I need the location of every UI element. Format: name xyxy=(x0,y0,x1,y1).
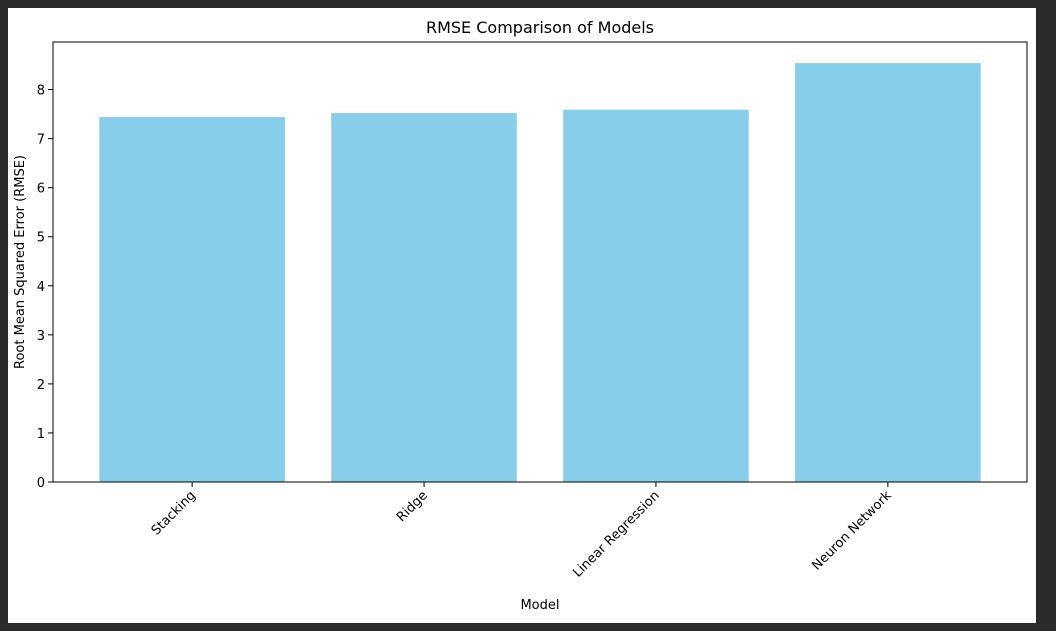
bar-neuron-network xyxy=(795,63,981,482)
y-axis-label: Root Mean Squared Error (RMSE) xyxy=(13,155,28,369)
y-tick-label: 8 xyxy=(37,84,45,99)
plot-area-frame xyxy=(52,41,1028,483)
bar-ridge xyxy=(331,113,517,482)
y-tick-label: 5 xyxy=(37,231,45,246)
y-tick-label: 3 xyxy=(37,329,45,344)
y-ticks-group: 0 1 2 3 4 5 6 7 8 xyxy=(37,84,53,491)
x-ticks-group: Stacking Ridge Linear Regression Neuron Net… xyxy=(149,482,895,581)
bar-linear-regression xyxy=(563,109,749,482)
x-tick-label: Neuron Network xyxy=(809,488,895,574)
x-tick-label: Ridge xyxy=(394,488,431,525)
figure-canvas: RMSE Comparison of Models Root Mean Squa… xyxy=(8,8,1036,623)
y-tick-label: 1 xyxy=(37,427,45,442)
y-tick-label: 6 xyxy=(37,182,45,197)
rmse-bar-chart: RMSE Comparison of Models Root Mean Squa… xyxy=(13,18,1028,613)
chart-title: RMSE Comparison of Models xyxy=(426,18,654,37)
x-tick-label: Stacking xyxy=(149,488,199,538)
bars-group xyxy=(99,63,981,482)
bar-stacking xyxy=(99,117,285,482)
x-tick-label: Linear Regression xyxy=(570,488,662,580)
y-tick-label: 4 xyxy=(37,280,45,295)
y-tick-label: 2 xyxy=(37,378,45,393)
y-tick-label: 7 xyxy=(37,133,45,148)
y-tick-label: 0 xyxy=(37,476,45,491)
x-axis-label: Model xyxy=(520,598,559,613)
